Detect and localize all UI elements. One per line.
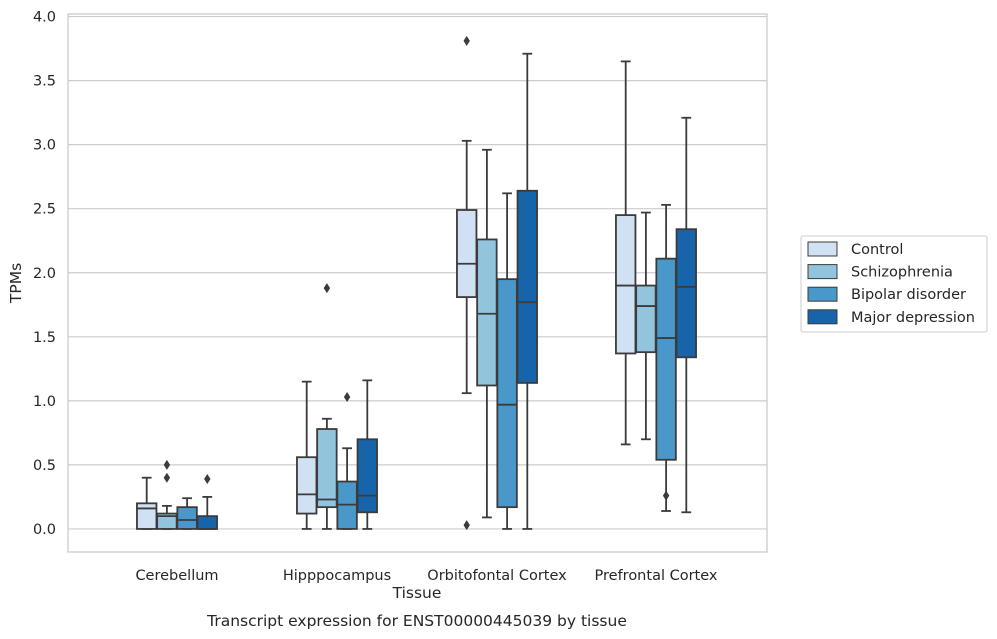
legend-swatch: [807, 241, 838, 257]
outlier-point: [463, 35, 470, 46]
box-3-2: [655, 203, 677, 512]
y-axis-label: TPMs: [7, 263, 25, 304]
x-axis-label: Tissue: [392, 584, 442, 602]
legend-label: Bipolar disorder: [851, 287, 966, 303]
legend-frame: [800, 235, 988, 333]
box-body: [316, 428, 338, 509]
box-series: [136, 35, 697, 531]
box-3-1: [635, 211, 657, 441]
box-1-3: [356, 379, 378, 530]
y-tick-label: 3.0: [33, 138, 56, 154]
y-tick-label: 4.0: [33, 10, 56, 26]
box-3-3: [675, 116, 697, 514]
y-tick-label: 0.5: [33, 458, 56, 474]
outlier-point: [163, 459, 171, 470]
x-tick-label: Hipppocampus: [283, 568, 391, 584]
outlier-point: [463, 520, 470, 531]
y-tick-label: 2.5: [33, 202, 56, 218]
gridlines: [68, 15, 767, 530]
chart-caption: Transcript expression for ENST0000044503…: [206, 612, 627, 630]
legend-swatch: [807, 286, 838, 302]
box-1-2: [336, 392, 358, 530]
outlier-point: [163, 472, 171, 483]
outlier-point: [343, 392, 351, 403]
box-1-0: [296, 380, 318, 530]
box-body: [456, 209, 478, 298]
x-axis-ticks: Cerebellum Hipppocampus Orbitofontal Corte…: [135, 568, 717, 584]
y-axis-ticks: 0.0 0.5 1.0 1.5 2.0 2.5 3.0 3.5 4.0: [33, 10, 56, 538]
box-body: [635, 284, 657, 354]
y-tick-label: 1.5: [33, 330, 56, 346]
box-2-0: [456, 35, 478, 531]
box-0-3: [196, 473, 218, 530]
y-tick-label: 1.0: [33, 394, 56, 410]
legend-swatch: [807, 309, 838, 325]
y-tick-label: 2.0: [33, 266, 56, 282]
box-2-1: [476, 148, 498, 519]
outlier-point: [204, 473, 211, 484]
box-2-2: [496, 192, 518, 530]
box-body: [196, 515, 218, 530]
legend-swatch: [807, 264, 838, 280]
box-0-0: [136, 476, 158, 530]
box-body: [476, 238, 498, 387]
y-tick-label: 3.5: [33, 74, 56, 90]
outlier-point: [323, 283, 331, 294]
plot-area: [67, 13, 768, 553]
box-3-0: [615, 60, 637, 446]
box-1-1: [316, 283, 338, 530]
box-2-3: [516, 52, 538, 530]
box-0-2: [176, 497, 198, 530]
legend: Control Schizophrenia Bipolar disorder Majo…: [800, 235, 988, 333]
legend-label: Schizophrenia: [851, 265, 953, 281]
x-tick-label: Cerebellum: [135, 568, 218, 584]
box-body: [516, 189, 538, 384]
box-body: [615, 214, 637, 355]
x-tick-label: Orbitofontal Cortex: [427, 568, 567, 584]
box-0-1: [156, 459, 178, 530]
legend-label: Control: [851, 242, 903, 258]
box-body: [176, 506, 198, 530]
box-body: [296, 456, 318, 515]
box-body: [136, 502, 158, 530]
box-body: [655, 257, 677, 461]
box-body: [675, 228, 697, 359]
legend-label: Major depression: [851, 310, 975, 326]
y-tick-label: 0.0: [33, 522, 56, 538]
x-tick-label: Prefrontal Cortex: [595, 568, 718, 584]
box-body: [356, 438, 378, 514]
outlier-point: [662, 490, 670, 501]
box-body: [496, 278, 518, 509]
